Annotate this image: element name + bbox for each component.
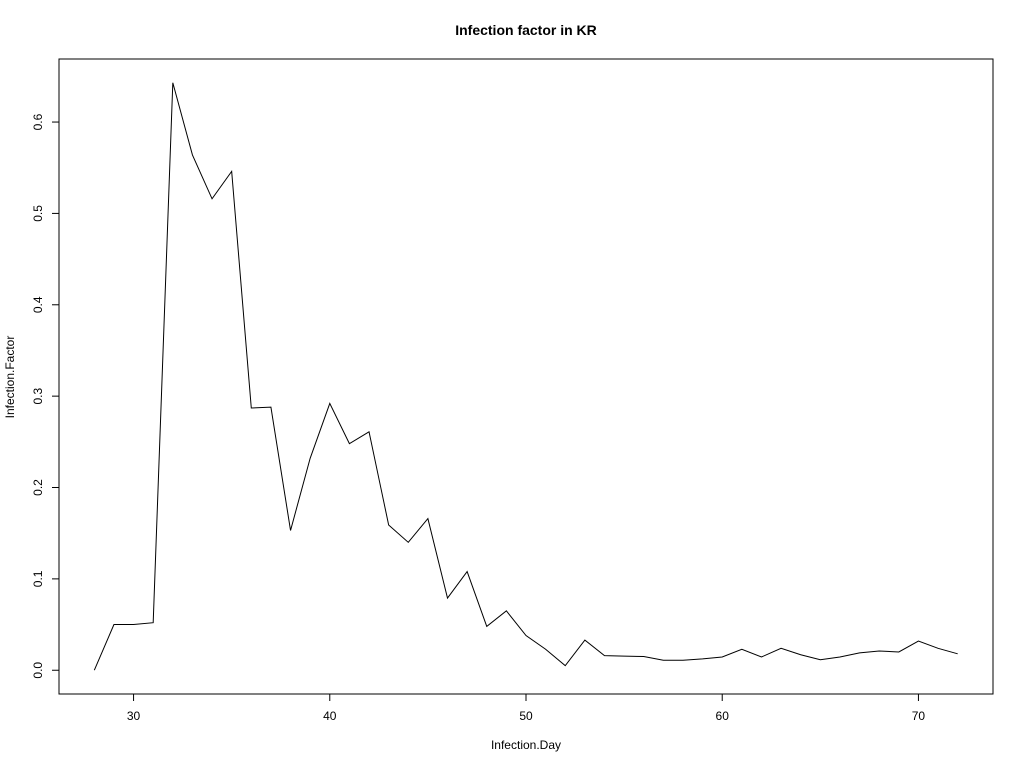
y-tick-label: 0.3	[31, 387, 45, 404]
x-tick-label: 30	[127, 709, 141, 723]
chart-title: Infection factor in KR	[455, 22, 597, 38]
y-tick-label: 0.4	[31, 296, 45, 313]
x-tick-label: 50	[519, 709, 533, 723]
y-axis-label: Infection.Factor	[3, 336, 17, 419]
x-tick-label: 40	[323, 709, 337, 723]
y-tick-label: 0.2	[31, 479, 45, 496]
data-points	[93, 81, 959, 671]
y-axis: 0.0 0.1 0.2 0.3 0.4 0.5 0.6	[31, 113, 60, 679]
plot-frame	[58, 58, 994, 695]
x-axis-label: Infection.Day	[491, 738, 561, 752]
x-axis: 30 40 50 60 70	[127, 693, 926, 723]
x-tick-label: 60	[716, 709, 730, 723]
y-tick-label: 0.1	[31, 570, 45, 587]
y-tick-label: 0.5	[31, 205, 45, 222]
y-tick-label: 0.0	[31, 662, 45, 679]
y-tick-label: 0.6	[31, 113, 45, 130]
series-line	[93, 82, 958, 671]
x-tick-label: 70	[912, 709, 926, 723]
